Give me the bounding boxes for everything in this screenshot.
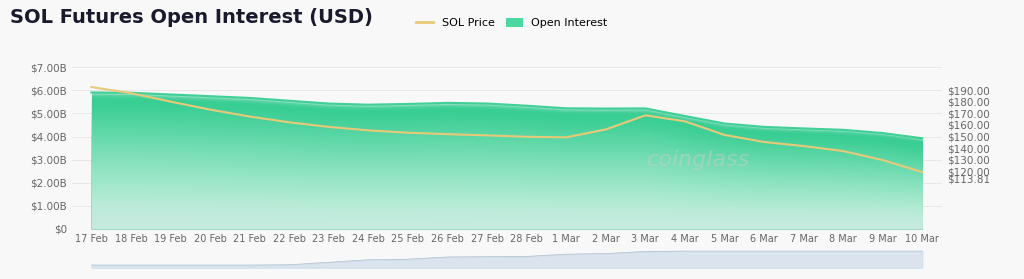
Text: coinglass: coinglass	[647, 150, 750, 170]
Text: SOL Futures Open Interest (USD): SOL Futures Open Interest (USD)	[10, 8, 373, 27]
Legend: SOL Price, Open Interest: SOL Price, Open Interest	[412, 14, 612, 33]
